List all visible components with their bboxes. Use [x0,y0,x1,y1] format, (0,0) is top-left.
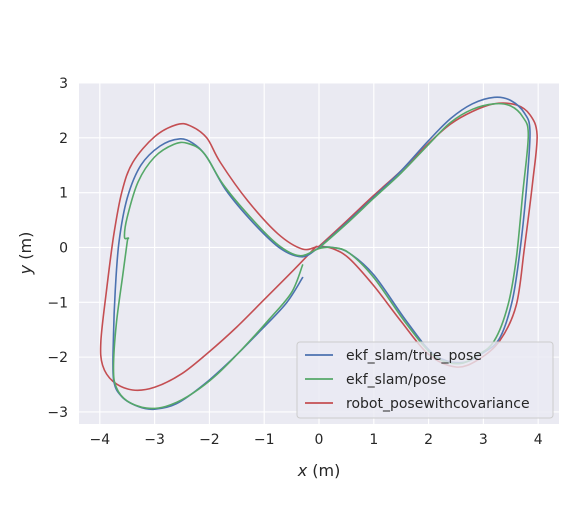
x-tick-label: 2 [424,432,433,448]
x-tick-label: 3 [479,432,488,448]
x-tick-label: 4 [534,432,543,448]
y-tick-label: 2 [59,131,68,147]
x-axis-label: x (m) [297,461,341,480]
x-tick-labels: −4 −3 −2 −1 0 1 2 3 4 [90,432,543,448]
x-tick-label: 0 [315,432,324,448]
series-line-ekf-slam-pose [112,102,530,410]
legend: ekf_slam/true_pose ekf_slam/pose robot_pos… [296,341,554,419]
y-tick-labels: −3 −2 −1 0 1 2 3 [47,76,68,421]
y-tick-label: −2 [47,350,68,366]
y-tick-label: −1 [47,295,68,311]
x-tick-label: 1 [369,432,378,448]
y-tick-label: 1 [59,186,68,202]
y-axis-label: y (m) [16,232,35,276]
legend-label: robot_posewithcovariance [346,396,530,412]
legend-frame [296,341,554,419]
x-tick-label: −1 [254,432,275,448]
y-tick-label: 0 [59,240,68,256]
legend-label: ekf_slam/true_pose [346,348,482,364]
x-tick-label: −4 [90,432,111,448]
x-tick-label: −3 [144,432,165,448]
y-tick-label: 3 [59,76,68,92]
series-lines [99,96,538,411]
x-tick-label: −2 [199,432,220,448]
legend-label: ekf_slam/pose [346,372,446,388]
y-tick-label: −3 [47,405,68,421]
series-line-robot-posewithcovariance [99,102,538,392]
